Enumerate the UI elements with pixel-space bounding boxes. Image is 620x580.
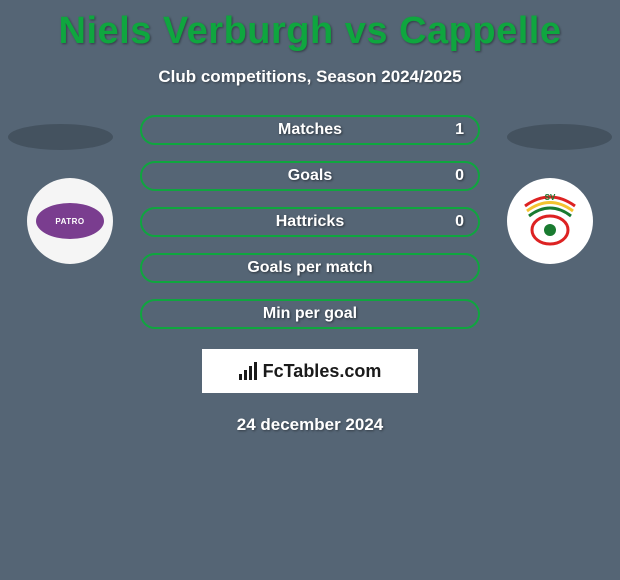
shadow-ellipse-right bbox=[507, 124, 612, 150]
stat-label: Min per goal bbox=[263, 305, 357, 323]
shadow-ellipse-left bbox=[8, 124, 113, 150]
stat-pill-hattricks: Hattricks 0 bbox=[140, 207, 480, 237]
stat-value: 1 bbox=[455, 121, 464, 139]
stat-pill-goals-per-match: Goals per match bbox=[140, 253, 480, 283]
brand-badge: FcTables.com bbox=[202, 349, 418, 393]
team-logo-right: SV bbox=[507, 178, 593, 264]
date-label: 24 december 2024 bbox=[0, 415, 620, 435]
subtitle: Club competitions, Season 2024/2025 bbox=[0, 67, 620, 87]
page-title: Niels Verburgh vs Cappelle bbox=[0, 0, 620, 53]
stat-label: Goals per match bbox=[247, 259, 372, 277]
stat-label: Goals bbox=[288, 167, 332, 185]
stat-pill-goals: Goals 0 bbox=[140, 161, 480, 191]
brand-name: FcTables.com bbox=[263, 361, 382, 382]
stat-row: Min per goal bbox=[0, 299, 620, 329]
stat-pill-min-per-goal: Min per goal bbox=[140, 299, 480, 329]
stat-pill-matches: Matches 1 bbox=[140, 115, 480, 145]
team-logo-right-graphic: SV bbox=[515, 186, 585, 256]
team-logo-left-label: PATRO bbox=[36, 203, 104, 239]
stat-value: 0 bbox=[455, 167, 464, 185]
stat-value: 0 bbox=[455, 213, 464, 231]
svg-text:SV: SV bbox=[545, 193, 556, 202]
bar-chart-icon bbox=[239, 362, 257, 380]
team-logo-left: PATRO bbox=[27, 178, 113, 264]
stat-label: Matches bbox=[278, 121, 342, 139]
stat-label: Hattricks bbox=[276, 213, 344, 231]
